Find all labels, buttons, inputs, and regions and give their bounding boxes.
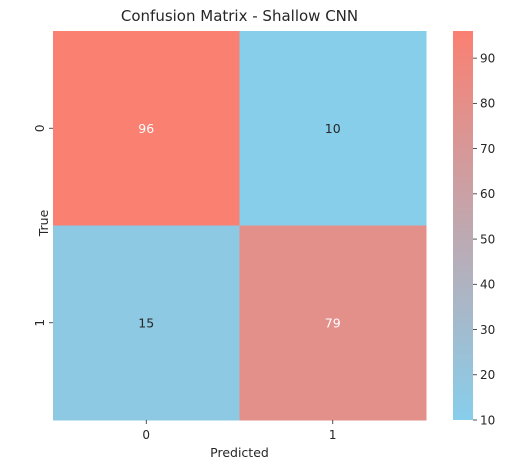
x-axis-label: Predicted	[210, 445, 269, 460]
cell-annotation: 96	[138, 121, 154, 136]
x-tick-label: 1	[329, 428, 337, 442]
colorbar-tick-label: 50	[480, 232, 495, 246]
y-tick-label: 1	[33, 319, 47, 327]
colorbar-tick-label: 40	[480, 278, 495, 292]
heatmap-cell	[239, 225, 427, 421]
colorbar-tick-label: 30	[480, 323, 495, 337]
heatmap-cell	[53, 225, 240, 421]
colorbar-tick-label: 10	[480, 413, 495, 427]
x-tick-label: 0	[142, 428, 150, 442]
heatmap-cell	[53, 31, 240, 226]
heatmap-cells	[53, 31, 427, 421]
cell-annotation: 10	[325, 121, 341, 136]
colorbar-tick-label: 20	[480, 368, 495, 382]
y-axis: 01	[33, 124, 53, 327]
colorbar-tick-label: 90	[480, 51, 495, 65]
cell-annotation: 15	[138, 315, 154, 330]
cell-annotation: 79	[325, 315, 341, 330]
y-axis-label: True	[36, 209, 51, 237]
colorbar-tick-label: 60	[480, 187, 495, 201]
chart-title: Confusion Matrix - Shallow CNN	[121, 7, 358, 25]
heatmap-cell	[239, 31, 427, 226]
colorbar-ticks: 10 20 30 40 50 60 70 80 90	[473, 51, 495, 427]
colorbar	[453, 31, 473, 420]
cell-annotations: 96 10 15 79	[138, 121, 340, 331]
y-tick-label: 0	[33, 124, 47, 132]
colorbar-tick-label: 70	[480, 142, 495, 156]
colorbar-tick-label: 80	[480, 97, 495, 111]
